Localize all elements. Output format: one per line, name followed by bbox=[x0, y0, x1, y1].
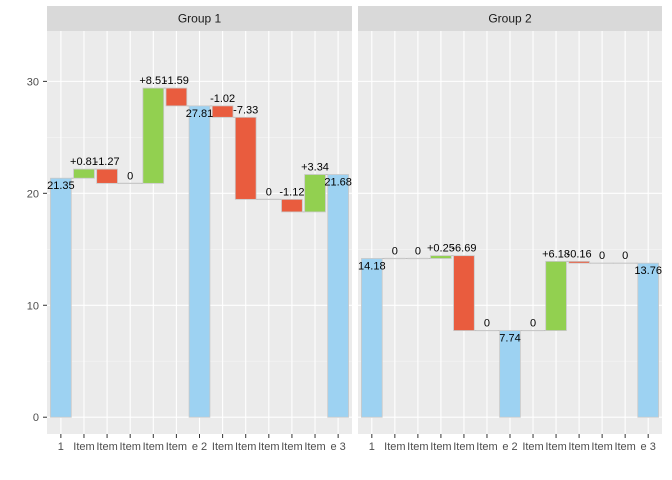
x-tick-label: Item bbox=[212, 441, 233, 453]
value-label: +6.18 bbox=[542, 248, 570, 260]
value-label: -0.16 bbox=[567, 248, 592, 260]
value-label: 0 bbox=[622, 250, 628, 262]
facet-title: Group 1 bbox=[178, 12, 222, 26]
x-tick-label: Item bbox=[235, 441, 256, 453]
bar-decrease bbox=[165, 87, 188, 107]
x-tick-label: 1 bbox=[369, 441, 375, 453]
value-label: 0 bbox=[266, 186, 272, 198]
y-tick-label: 20 bbox=[27, 188, 39, 200]
value-label: +0.81 bbox=[70, 156, 98, 168]
bar-increase bbox=[545, 260, 567, 331]
x-tick-label: Item bbox=[614, 441, 635, 453]
value-label: -1.12 bbox=[279, 186, 304, 198]
bar-decrease bbox=[281, 198, 303, 213]
x-tick-label: Item bbox=[73, 441, 94, 453]
bar-total bbox=[50, 177, 72, 418]
value-label: 13.76 bbox=[634, 265, 662, 277]
x-tick-label: e 3 bbox=[330, 441, 345, 453]
x-tick-label: Item bbox=[522, 441, 543, 453]
bar-decrease bbox=[211, 105, 234, 118]
value-label: +0.25 bbox=[427, 243, 455, 255]
bar-total bbox=[188, 105, 211, 418]
x-tick-label: Item bbox=[453, 441, 474, 453]
bar-increase bbox=[73, 168, 95, 179]
facet-title: Group 2 bbox=[488, 12, 532, 26]
value-label: -1.59 bbox=[164, 75, 189, 87]
value-label: -6.69 bbox=[451, 243, 476, 255]
x-tick-label: Item bbox=[545, 441, 566, 453]
value-label: 0 bbox=[127, 170, 133, 182]
value-label: +8.51 bbox=[139, 75, 167, 87]
bar-increase bbox=[430, 255, 452, 259]
x-tick-label: e 3 bbox=[641, 441, 656, 453]
x-tick-label: Item bbox=[568, 441, 589, 453]
y-tick-label: 10 bbox=[27, 300, 39, 312]
y-tick-label: 0 bbox=[33, 412, 39, 424]
x-tick-label: Item bbox=[591, 441, 612, 453]
x-tick-label: e 2 bbox=[192, 441, 207, 453]
x-tick-label: Item bbox=[166, 441, 187, 453]
value-label: -1.02 bbox=[210, 93, 235, 105]
value-label: -1.27 bbox=[95, 156, 120, 168]
facet-panel-2: Group 2 14.18 0 0 +0.25-6.69 0 7.74 0 +6.18-0.16… bbox=[358, 6, 662, 453]
value-label: 0 bbox=[392, 245, 398, 257]
bar-increase bbox=[304, 174, 326, 213]
value-label: 21.68 bbox=[324, 177, 352, 189]
x-tick-label: Item bbox=[96, 441, 117, 453]
bar-total bbox=[361, 258, 383, 418]
x-tick-label: 1 bbox=[58, 441, 64, 453]
bar-total bbox=[499, 330, 521, 418]
x-tick-label: Item bbox=[384, 441, 405, 453]
x-tick-label: Item bbox=[143, 441, 164, 453]
value-label: 21.35 bbox=[47, 180, 75, 192]
x-tick-label: Item bbox=[407, 441, 428, 453]
value-label: 0 bbox=[599, 250, 605, 262]
facet-panel-1: Group 1 21.35 +0.81-1.27 0 +8.51-1.59 27.81 -1… bbox=[47, 6, 352, 453]
value-label: 27.81 bbox=[186, 108, 214, 120]
bar-increase bbox=[142, 87, 165, 184]
value-label: 0 bbox=[484, 318, 490, 330]
value-label: 0 bbox=[415, 245, 421, 257]
bar-total bbox=[637, 262, 659, 418]
facet-strip bbox=[358, 6, 662, 31]
value-label: 14.18 bbox=[358, 260, 386, 272]
bar-decrease bbox=[568, 260, 590, 264]
bar-decrease bbox=[234, 116, 257, 200]
x-tick-label: e 2 bbox=[502, 441, 517, 453]
x-tick-label: Item bbox=[304, 441, 325, 453]
y-tick-label: 30 bbox=[27, 76, 39, 88]
x-tick-label: Item bbox=[258, 441, 279, 453]
x-tick-label: Item bbox=[119, 441, 140, 453]
facet-strip bbox=[47, 6, 352, 31]
value-label: +3.34 bbox=[301, 162, 329, 174]
x-tick-label: Item bbox=[476, 441, 497, 453]
x-tick-label: Item bbox=[430, 441, 451, 453]
bar-decrease bbox=[96, 168, 118, 184]
x-tick-label: Item bbox=[281, 441, 302, 453]
value-label: -7.33 bbox=[233, 104, 258, 116]
value-label: 7.74 bbox=[499, 333, 520, 345]
bar-decrease bbox=[453, 255, 475, 331]
bar-total bbox=[327, 174, 349, 418]
value-label: 0 bbox=[530, 318, 536, 330]
